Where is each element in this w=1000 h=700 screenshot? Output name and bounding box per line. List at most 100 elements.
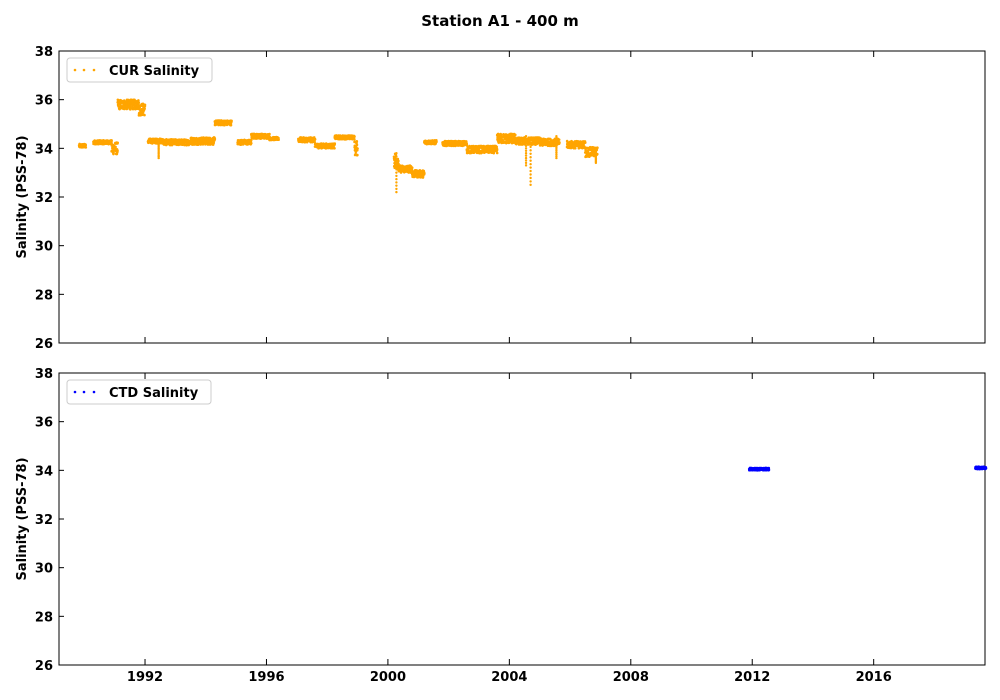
data-point (353, 135, 356, 138)
data-point (529, 176, 532, 180)
data-point (524, 134, 528, 138)
data-point (555, 149, 558, 152)
series-cur-salinity (77, 98, 599, 194)
legend-dot (82, 68, 86, 72)
data-point (137, 101, 141, 105)
data-point (529, 152, 532, 156)
data-point (529, 173, 532, 176)
data-point (495, 148, 499, 152)
y-tick-label: 32 (35, 191, 53, 206)
legend-dot (92, 68, 96, 72)
legend: CUR Salinity (66, 57, 213, 83)
legend-marker (73, 68, 96, 72)
chart-title: Station A1 - 400 m (421, 12, 579, 30)
plot-area (58, 50, 986, 344)
data-point (524, 139, 528, 143)
y-tick-label: 28 (35, 288, 53, 303)
data-point (573, 146, 577, 150)
data-point (984, 467, 988, 470)
data-point (529, 149, 532, 152)
data-point (555, 140, 558, 143)
data-point (395, 161, 398, 165)
data-point (767, 468, 771, 472)
data-point (355, 143, 359, 147)
data-point (395, 184, 398, 187)
panel-ctd-salinity: Salinity (PSS-78) 26 28 30 32 34 36 38 1992 199… (15, 367, 988, 685)
data-point (395, 158, 398, 161)
data-point (435, 140, 438, 144)
data-point (395, 177, 398, 181)
data-point (395, 168, 398, 171)
legend-box (66, 379, 212, 405)
data-point (134, 99, 138, 103)
data-point (355, 139, 359, 143)
data-point (500, 133, 503, 137)
data-point (183, 143, 186, 147)
data-point (524, 156, 528, 160)
data-point (353, 137, 356, 141)
data-point (116, 149, 119, 153)
data-point (524, 154, 528, 157)
x-tick-label: 2008 (613, 670, 649, 685)
data-point (577, 140, 580, 143)
data-point (229, 123, 233, 127)
data-point (524, 144, 528, 148)
legend-dot (73, 390, 77, 394)
data-point (395, 174, 398, 178)
data-point (84, 146, 88, 149)
data-point (555, 145, 558, 149)
data-point (555, 156, 558, 160)
legend-dot (92, 390, 96, 394)
data-point (395, 187, 398, 191)
data-point (529, 142, 532, 145)
y-axis-label: Salinity (PSS-78) (15, 457, 30, 580)
data-point (333, 142, 337, 145)
data-point (529, 180, 532, 183)
data-point (555, 142, 558, 145)
y-tick-label: 34 (35, 464, 53, 479)
data-point (524, 159, 528, 162)
legend-label: CUR Salinity (109, 64, 200, 79)
data-point (397, 159, 400, 163)
data-point (529, 183, 532, 187)
data-point (395, 152, 398, 155)
data-point (143, 107, 146, 110)
data-point (143, 113, 146, 117)
data-point (213, 137, 217, 141)
data-point (410, 166, 414, 169)
data-point (421, 175, 425, 178)
y-tick-label: 38 (35, 45, 53, 60)
data-point (356, 153, 359, 157)
y-tick-label: 26 (35, 659, 53, 674)
x-tick-label: 2016 (856, 670, 892, 685)
y-tick-label: 34 (35, 142, 53, 157)
data-point (230, 119, 233, 123)
data-point (524, 161, 528, 165)
y-tick-label: 30 (35, 562, 53, 577)
data-point (157, 139, 160, 143)
data-point (84, 143, 87, 147)
data-point (119, 102, 122, 106)
data-point (555, 144, 558, 147)
data-point (116, 141, 119, 145)
data-point (112, 151, 115, 155)
data-point (524, 149, 528, 152)
x-tick-label: 2000 (370, 670, 406, 685)
data-point (313, 138, 317, 141)
x-tick-label: 2004 (491, 670, 527, 685)
data-point (249, 138, 253, 142)
data-point (110, 139, 113, 142)
data-point (529, 145, 532, 149)
data-point (395, 181, 398, 184)
legend-marker (73, 390, 96, 394)
data-point (465, 143, 469, 146)
data-point (524, 142, 528, 145)
panel-cur-salinity: Salinity (PSS-78) 26 28 30 32 34 36 38 CUR Sal… (15, 45, 986, 352)
data-point (140, 107, 144, 111)
data-point (555, 136, 558, 140)
y-tick-label: 36 (35, 94, 53, 109)
y-tick-label: 32 (35, 513, 53, 528)
data-point (583, 141, 587, 144)
data-point (395, 155, 398, 158)
